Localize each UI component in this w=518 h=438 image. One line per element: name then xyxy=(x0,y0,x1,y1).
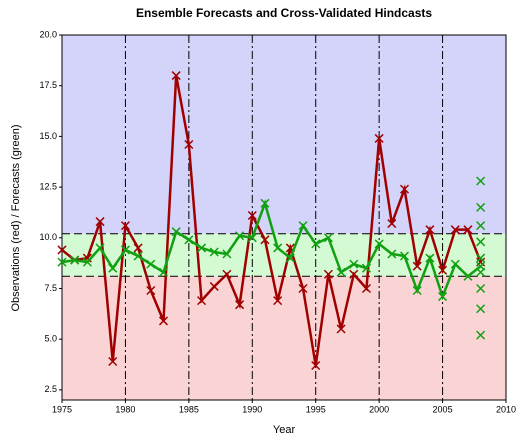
data-point xyxy=(349,259,359,269)
x-tick-label: 1980 xyxy=(115,404,135,414)
plot-frame xyxy=(61,34,507,401)
chart-title: Ensemble Forecasts and Cross-Validated H… xyxy=(136,6,432,20)
data-point xyxy=(133,243,143,253)
data-point xyxy=(285,253,295,263)
data-point xyxy=(171,71,181,81)
y-tick-label: 5.0 xyxy=(44,334,57,344)
y-axis-label: Observations (red) / Forecasts (green) xyxy=(10,124,22,311)
data-point xyxy=(298,221,308,231)
data-point xyxy=(95,243,105,253)
x-tick-label: 2000 xyxy=(369,404,389,414)
data-point xyxy=(158,316,169,326)
data-point xyxy=(349,269,359,279)
data-point xyxy=(247,233,257,243)
data-point xyxy=(273,296,283,306)
ensemble-member xyxy=(476,176,486,186)
ensemble-member xyxy=(476,330,486,340)
data-point xyxy=(120,245,130,255)
data-point xyxy=(247,210,257,221)
data-point xyxy=(311,360,321,371)
ensemble-member xyxy=(476,304,486,314)
y-tick-label: 17.5 xyxy=(39,80,57,90)
series-line xyxy=(61,75,482,366)
data-point xyxy=(374,133,384,143)
ensemble-member xyxy=(476,221,486,231)
ensemble-member xyxy=(476,283,486,294)
data-point xyxy=(450,259,460,269)
data-point xyxy=(298,283,308,294)
data-point xyxy=(209,247,219,257)
data-point xyxy=(361,283,371,294)
data-point xyxy=(260,198,270,208)
data-point xyxy=(171,227,181,237)
y-tick-label: 20.0 xyxy=(39,29,57,39)
y-tick-label: 12.5 xyxy=(39,181,57,191)
data-point xyxy=(450,225,460,235)
data-point xyxy=(412,285,422,296)
data-point xyxy=(197,243,207,253)
y-tick-label: 15.0 xyxy=(39,131,57,141)
data-point xyxy=(463,271,473,281)
ensemble-member xyxy=(476,253,486,263)
x-tick-label: 2010 xyxy=(496,404,516,414)
x-tick-label: 1995 xyxy=(306,404,326,414)
data-point xyxy=(399,184,410,194)
data-point xyxy=(222,269,232,279)
ensemble-member xyxy=(476,267,486,277)
data-point xyxy=(197,296,207,306)
x-axis-label: Year xyxy=(273,424,296,436)
y-tick-label: 10.0 xyxy=(39,232,57,242)
data-point xyxy=(222,249,232,259)
data-point xyxy=(184,235,194,245)
data-point xyxy=(463,225,473,235)
data-point xyxy=(108,356,118,367)
data-point xyxy=(184,139,194,150)
data-point xyxy=(146,259,156,269)
data-point xyxy=(209,281,219,291)
x-tick-label: 2005 xyxy=(433,404,453,414)
series-line xyxy=(61,199,482,301)
ensemble-member xyxy=(476,237,486,247)
y-tick-label: 2.5 xyxy=(44,384,57,394)
data-point xyxy=(374,239,384,249)
data-point xyxy=(336,324,346,334)
data-point xyxy=(108,263,118,273)
data-point xyxy=(361,263,371,273)
data-point xyxy=(399,251,410,261)
data-point xyxy=(387,219,397,229)
data-point xyxy=(158,267,169,277)
data-point xyxy=(273,243,283,253)
x-tick-label: 1975 xyxy=(52,404,72,414)
data-point xyxy=(438,292,448,302)
x-tick-label: 1990 xyxy=(242,404,262,414)
data-point xyxy=(235,231,245,241)
data-point xyxy=(260,235,270,245)
band xyxy=(62,35,506,234)
ensemble-member xyxy=(476,202,486,212)
data-point xyxy=(425,253,435,263)
data-point xyxy=(235,300,245,310)
data-point xyxy=(120,221,130,231)
data-point xyxy=(82,257,92,267)
data-point xyxy=(311,239,321,249)
data-point xyxy=(95,217,105,227)
data-point xyxy=(387,249,397,259)
data-point xyxy=(133,251,143,261)
x-tick-label: 1985 xyxy=(179,404,199,414)
data-point xyxy=(323,233,333,243)
data-point xyxy=(57,245,67,255)
data-point xyxy=(336,267,346,277)
data-point xyxy=(438,265,448,275)
data-point xyxy=(57,257,67,267)
data-point xyxy=(146,285,156,296)
data-point xyxy=(323,269,333,279)
data-point xyxy=(425,225,435,235)
data-point xyxy=(412,261,422,271)
data-point xyxy=(70,255,80,265)
data-point xyxy=(476,257,486,267)
band xyxy=(62,276,506,400)
y-tick-label: 7.5 xyxy=(44,283,57,293)
